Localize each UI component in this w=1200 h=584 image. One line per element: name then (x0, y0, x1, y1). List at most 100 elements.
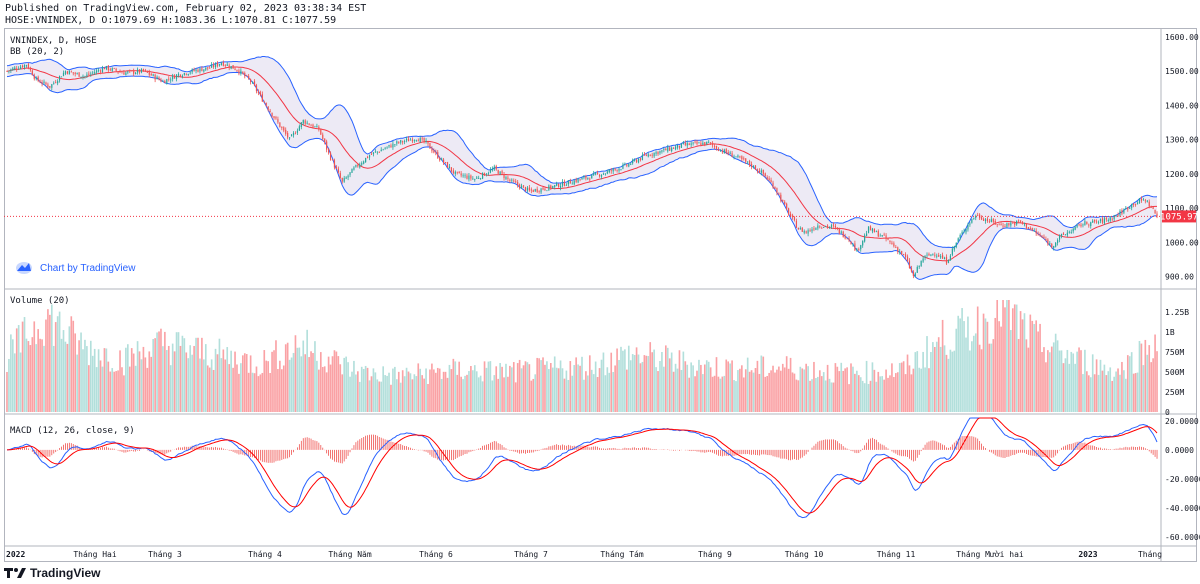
candle-body (844, 236, 846, 239)
candle (435, 149, 437, 156)
candle-body (232, 65, 234, 69)
candle (616, 169, 618, 173)
candle (136, 67, 139, 75)
candle-body (269, 110, 271, 113)
candle-body (1002, 225, 1004, 227)
candle (382, 148, 384, 151)
candle (267, 105, 269, 112)
candle (823, 226, 825, 228)
candle-body (255, 85, 258, 92)
volume-bar (144, 357, 147, 412)
volume-bar (503, 377, 505, 412)
volume-bar (1010, 330, 1012, 412)
volume-bar (932, 342, 934, 412)
candlestick-series (6, 60, 1158, 279)
candle (975, 214, 977, 221)
candle (881, 234, 883, 237)
candle (294, 131, 297, 135)
volume-bar (382, 366, 384, 412)
candle (265, 102, 267, 107)
candle-body (427, 141, 429, 144)
candle (559, 183, 562, 191)
candle (554, 184, 556, 190)
candle-body (238, 70, 240, 74)
footer-brand[interactable]: TradingView (4, 566, 100, 580)
macd-axis-tick: -40.0000 (1165, 504, 1200, 513)
candle-body (1084, 221, 1086, 226)
candle-body (936, 255, 938, 257)
volume-bar (146, 367, 149, 412)
candle-body (31, 70, 33, 76)
candle-body (115, 68, 117, 71)
volume-bar (598, 368, 601, 412)
candle (236, 69, 238, 72)
candle-body (474, 179, 476, 180)
candle-body (326, 141, 328, 150)
volume-bar (491, 380, 494, 412)
candle-body (1019, 220, 1022, 222)
volume-bar (269, 373, 271, 412)
candle-body (66, 71, 69, 74)
candle (641, 152, 644, 161)
candle-body (481, 172, 484, 179)
candle (702, 140, 704, 146)
candle (1105, 216, 1107, 222)
candle-body (848, 238, 850, 241)
volume-bar (253, 373, 256, 412)
candle-body (18, 68, 20, 70)
volume-bar (261, 372, 264, 412)
volume-bar (731, 360, 733, 412)
candle-body (630, 164, 632, 165)
candle-body (871, 228, 874, 232)
volume-bar (84, 339, 86, 412)
volume-bar (1072, 353, 1075, 412)
volume-bar (590, 369, 593, 412)
volume-bar (158, 331, 160, 412)
candle (497, 169, 499, 174)
volume-bar (1015, 304, 1018, 412)
candle (1136, 201, 1139, 205)
candle-body (1060, 234, 1063, 237)
volume-bar (877, 371, 880, 412)
candle (398, 141, 400, 144)
candle (179, 74, 182, 78)
volume-bar (380, 381, 383, 412)
candle (314, 125, 316, 128)
candle-body (710, 142, 712, 144)
candle-body (811, 229, 813, 232)
candle (441, 157, 443, 161)
volume-bar (668, 358, 671, 412)
candle-body (497, 170, 499, 174)
volume-bar (58, 311, 61, 412)
candle-body (365, 157, 367, 163)
candle-body (1150, 205, 1152, 208)
volume-bar (857, 375, 860, 412)
candle-body (127, 71, 129, 73)
candle (690, 141, 692, 148)
candle-body (750, 164, 753, 167)
candle-body (1134, 203, 1137, 205)
candle (201, 66, 203, 72)
candle (784, 200, 786, 205)
volume-bar (388, 372, 390, 412)
candle (704, 142, 706, 147)
candle-body (873, 228, 875, 233)
candle-body (363, 161, 365, 164)
candle-body (667, 147, 669, 152)
candle (1047, 238, 1049, 246)
candle (522, 185, 525, 189)
candle-body (152, 74, 154, 76)
volume-bar (21, 321, 24, 412)
candle (1072, 227, 1074, 234)
volume-bar (998, 321, 1000, 412)
candle (836, 227, 838, 231)
candle-body (994, 220, 996, 225)
candle-body (419, 138, 421, 143)
volume-bar (1154, 334, 1156, 412)
candle (815, 227, 817, 231)
candle (1134, 203, 1137, 207)
candle-body (1094, 219, 1096, 222)
candle (996, 223, 998, 228)
chart-by-tradingview-badge[interactable]: Chart by TradingView (16, 262, 136, 274)
